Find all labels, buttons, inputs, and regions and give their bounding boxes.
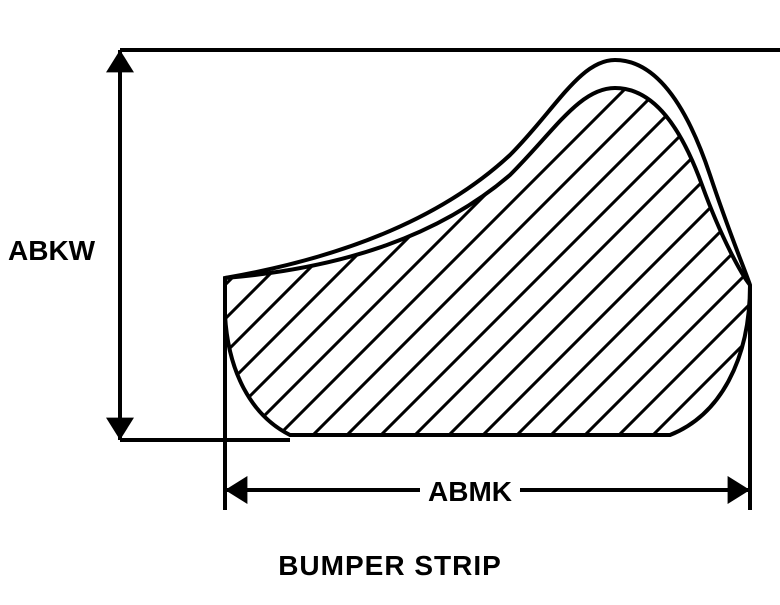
vertical-dimension-label: ABKW — [8, 235, 95, 267]
diagram-title: BUMPER STRIP — [0, 550, 780, 582]
diagram-svg — [0, 0, 780, 600]
inner-outline — [225, 88, 750, 285]
hatch-fill — [0, 0, 780, 600]
horizontal-dimension-label: ABMK — [420, 476, 520, 508]
bumper-strip-diagram: ABKW ABMK BUMPER STRIP — [0, 0, 780, 600]
